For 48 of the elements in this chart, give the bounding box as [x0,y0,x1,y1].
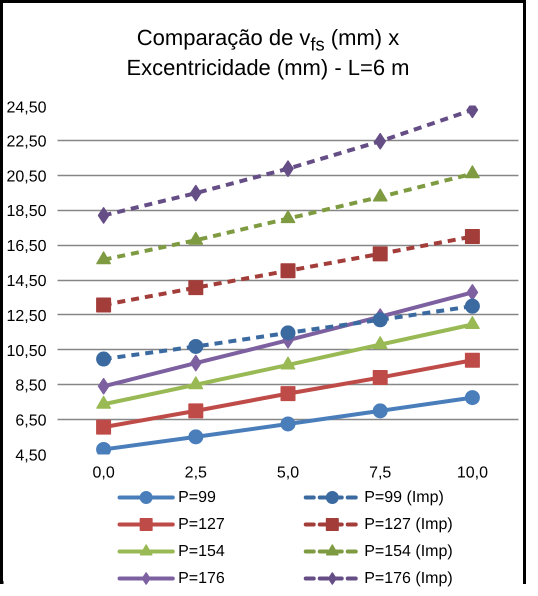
point [372,246,388,262]
chart-title: Comparação de v$_{fs}$ (mm) x Excentricidade (mm) - L=6 m [126,25,410,82]
point [464,352,480,368]
point [96,297,112,312]
point [464,390,480,406]
y-tick-label: 8,50 [15,378,47,395]
point [280,386,296,402]
point [372,370,388,386]
point [280,325,296,340]
point [372,312,388,328]
legend-label: P=127 [178,516,225,533]
point [464,298,480,314]
point [188,280,204,296]
x-tick-label: 2,5 [184,464,208,482]
point [280,263,296,278]
x-tick-label: 0,0 [92,464,115,482]
y-tick-label: 10,50 [6,342,47,360]
legend-label: P=127 (Imp) [364,516,453,533]
point [188,339,204,354]
y-tick-label: 20,50 [6,168,47,186]
point [96,442,112,454]
legend-label: P=176 (Imp) [364,570,453,587]
legend-label: P=99 (Imp) [364,489,444,506]
point [374,132,386,150]
point [96,352,112,367]
y-tick-label: 22,50 [6,133,47,150]
point [188,429,204,444]
point [372,403,388,418]
point [96,420,112,435]
y-tick-label: 12,50 [6,308,47,325]
legend-label: P=99 [178,489,216,506]
legend-label: P=176 [178,570,225,587]
point [280,416,296,432]
y-tick-label: 6,50 [15,412,47,430]
point [188,403,204,418]
y-tick-label: 24,50 [6,100,47,116]
point [464,229,480,244]
x-tick-label: 10,0 [456,464,488,482]
y-tick-label: 14,50 [6,273,47,290]
legend-label: P=154 [178,543,225,560]
y-tick-label: 4,50 [15,448,47,464]
point [190,184,202,202]
y-tick-label: 16,50 [6,238,47,256]
legend-label: P=154 (Imp) [364,543,453,560]
point [190,354,202,372]
x-tick-label: 5,0 [276,464,300,482]
x-tick-label: 7,5 [369,464,392,482]
y-tick-label: 18,50 [6,203,47,220]
